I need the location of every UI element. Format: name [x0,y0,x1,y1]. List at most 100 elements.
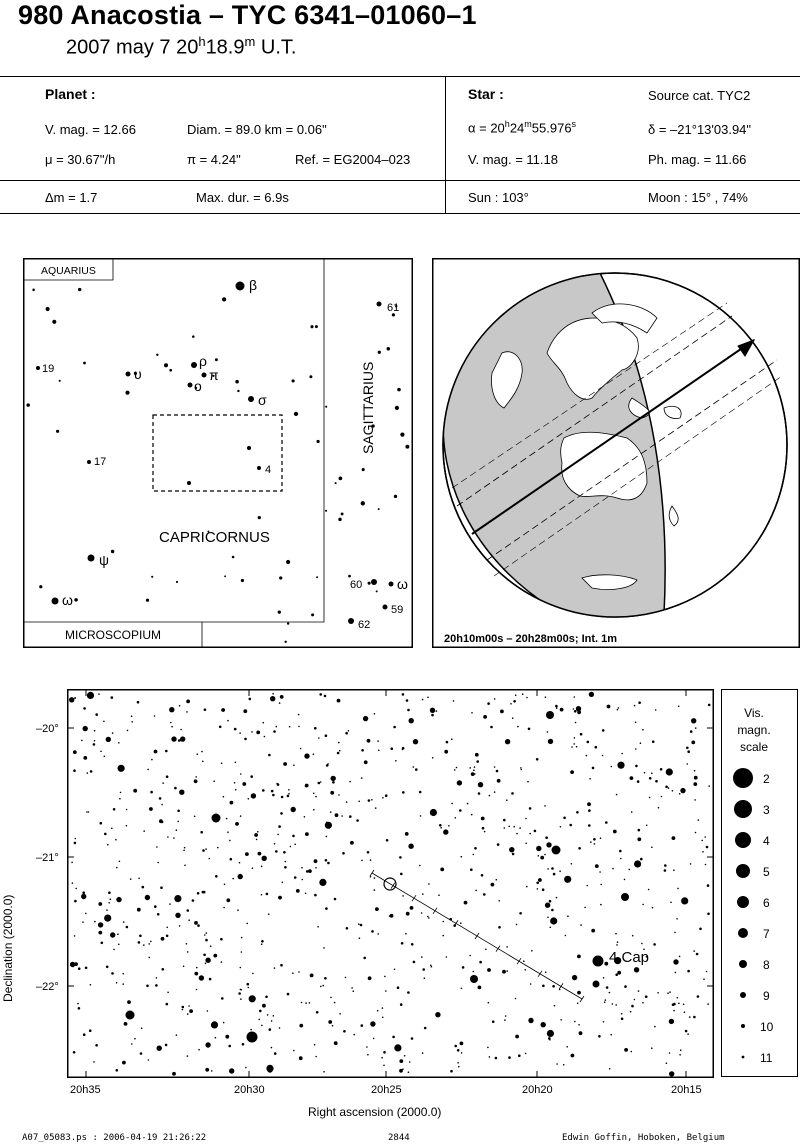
constellation-star [338,517,342,522]
field-star [155,984,158,987]
field-star [250,793,257,799]
field-star [633,704,636,707]
field-star [419,864,421,867]
field-star [549,926,552,929]
field-star [697,819,700,821]
field-star [87,811,90,813]
field-star [330,790,335,795]
field-star [548,899,552,903]
star-label-62: 62 [358,619,370,631]
field-star [578,1031,583,1036]
field-star [454,1044,458,1048]
field-star [405,911,410,916]
field-star [594,864,599,868]
field-star [107,843,109,846]
field-star [456,1049,460,1052]
field-star [396,986,400,989]
field-star [77,967,81,970]
field-star [205,1042,211,1048]
field-star [100,941,104,945]
field-star [275,850,278,853]
field-star [167,991,169,994]
field-star [676,996,679,999]
field-star [261,940,264,943]
field-star [143,830,145,832]
field-star [506,946,508,948]
field-star [637,990,640,992]
star-label-omicron: ο [194,378,202,394]
field-star [227,719,229,722]
field-star [616,941,619,943]
field-star [201,750,203,753]
field-star [493,698,496,700]
field-star [256,730,261,735]
field-star [294,843,297,846]
field-star [312,792,315,795]
field-star [325,835,328,838]
field-star [604,961,609,966]
constellation-star [391,313,396,317]
field-star [317,781,321,785]
field-star [665,768,673,776]
field-star [188,919,190,921]
label-sagittarius: SAGITTARIUS [360,362,376,454]
field-star [344,976,347,979]
field-star [415,768,418,771]
field-star [336,698,341,703]
field-star [620,1013,623,1015]
field-star [399,1068,403,1073]
field-star [118,742,120,744]
field-star [585,754,588,757]
field-star [298,725,300,728]
field-star [117,764,125,772]
field-star [315,867,317,869]
field-star [73,841,77,845]
field-star [73,769,76,772]
field-star [333,1001,336,1004]
field-star [521,693,524,695]
field-star [703,978,705,980]
field-star [93,729,96,732]
field-star [94,920,96,923]
field-star [575,706,582,712]
field-star [358,937,361,939]
constellation-star [110,549,115,554]
field-star [519,912,522,915]
constellation-star [231,555,235,559]
field-star [689,730,693,733]
field-star [504,1015,507,1017]
field-star [431,757,434,759]
label-aquarius: AQUARIUS [41,265,96,277]
field-star [298,1056,303,1061]
field-star [122,1060,126,1065]
field-star [508,825,511,828]
field-star [477,792,481,795]
bright-star [546,711,554,719]
field-star [450,1069,453,1073]
field-star [276,782,278,785]
bright-star [592,980,600,988]
constellation-star [125,371,131,377]
field-star [113,948,115,951]
field-star [487,968,491,972]
field-star [536,845,542,852]
field-star [602,1021,605,1023]
star-label-sigma: σ [258,392,267,408]
field-star [438,894,440,896]
field-star [234,761,237,764]
page-title: 980 Anacostia – TYC 6341–01060–1 [18,0,477,30]
field-star [443,829,449,835]
constellation-star [325,405,328,408]
field-star [69,697,75,703]
constellation-star [237,389,240,393]
field-star [324,859,328,862]
field-star [136,907,141,912]
field-star [277,833,279,836]
field-star [470,813,473,816]
field-star [304,892,307,895]
field-star [485,948,487,951]
field-star [629,1010,632,1013]
field-star [487,702,490,705]
field-star [544,696,547,698]
field-star [366,1046,368,1048]
